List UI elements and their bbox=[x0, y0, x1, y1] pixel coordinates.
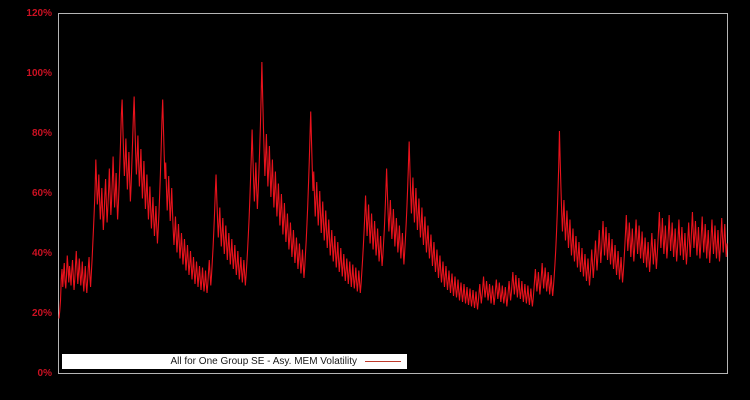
ytick-label-40: 40% bbox=[31, 248, 52, 259]
ytick-label-20: 20% bbox=[31, 308, 52, 319]
series-line bbox=[58, 61, 728, 319]
legend-line-swatch bbox=[365, 361, 401, 362]
ytick-label-120: 120% bbox=[26, 8, 52, 19]
ytick-label-60: 60% bbox=[31, 188, 52, 199]
ytick-label-80: 80% bbox=[31, 128, 52, 139]
legend-entry-label: All for One Group SE - Asy. MEM Volatili… bbox=[170, 356, 357, 367]
ytick-label-0: 0% bbox=[37, 368, 52, 379]
series-asy-mem-volatility bbox=[58, 61, 728, 319]
ytick-label-100: 100% bbox=[26, 68, 52, 79]
plot-frame bbox=[58, 13, 728, 374]
chart-legend[interactable]: All for One Group SE - Asy. MEM Volatili… bbox=[62, 354, 407, 369]
